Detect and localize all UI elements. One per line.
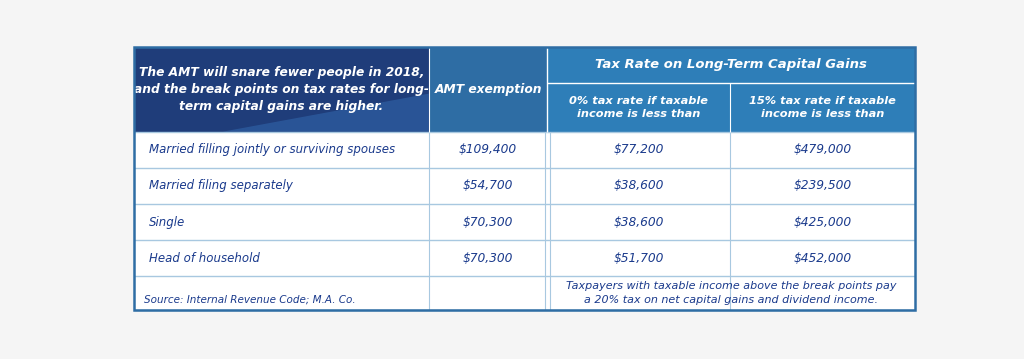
Bar xyxy=(429,47,548,132)
Bar xyxy=(134,47,429,132)
Text: Married filling jointly or surviving spouses: Married filling jointly or surviving spo… xyxy=(148,143,395,156)
Text: $452,000: $452,000 xyxy=(794,252,852,265)
Text: $109,400: $109,400 xyxy=(459,143,517,156)
Text: Taxpayers with taxable income above the break points pay
a 20% tax on net capita: Taxpayers with taxable income above the … xyxy=(566,281,897,305)
Text: 0% tax rate if taxable
income is less than: 0% tax rate if taxable income is less th… xyxy=(569,95,709,119)
Text: Source: Internal Revenue Code; M.A. Co.: Source: Internal Revenue Code; M.A. Co. xyxy=(143,295,355,305)
Text: $425,000: $425,000 xyxy=(794,216,852,229)
Bar xyxy=(134,168,915,204)
Text: Single: Single xyxy=(148,216,185,229)
Text: $38,600: $38,600 xyxy=(613,216,664,229)
Bar xyxy=(134,240,915,276)
Text: $38,600: $38,600 xyxy=(613,180,664,192)
Bar xyxy=(134,132,915,168)
Text: $70,300: $70,300 xyxy=(463,252,513,265)
Text: Married filing separately: Married filing separately xyxy=(148,180,293,192)
Text: $51,700: $51,700 xyxy=(613,252,664,265)
Bar xyxy=(134,276,915,310)
Text: $239,500: $239,500 xyxy=(794,180,852,192)
Text: $479,000: $479,000 xyxy=(794,143,852,156)
Text: Head of household: Head of household xyxy=(148,252,259,265)
Text: $77,200: $77,200 xyxy=(613,143,664,156)
Text: 15% tax rate if taxable
income is less than: 15% tax rate if taxable income is less t… xyxy=(750,95,896,119)
Polygon shape xyxy=(222,94,429,132)
Bar xyxy=(134,204,915,240)
Text: $54,700: $54,700 xyxy=(463,180,513,192)
Text: The AMT will snare fewer people in 2018,
and the break points on tax rates for l: The AMT will snare fewer people in 2018,… xyxy=(134,66,429,113)
Text: $70,300: $70,300 xyxy=(463,216,513,229)
Text: Tax Rate on Long-Term Capital Gains: Tax Rate on Long-Term Capital Gains xyxy=(595,59,867,71)
Text: AMT exemption: AMT exemption xyxy=(434,83,542,96)
Bar xyxy=(548,47,915,132)
